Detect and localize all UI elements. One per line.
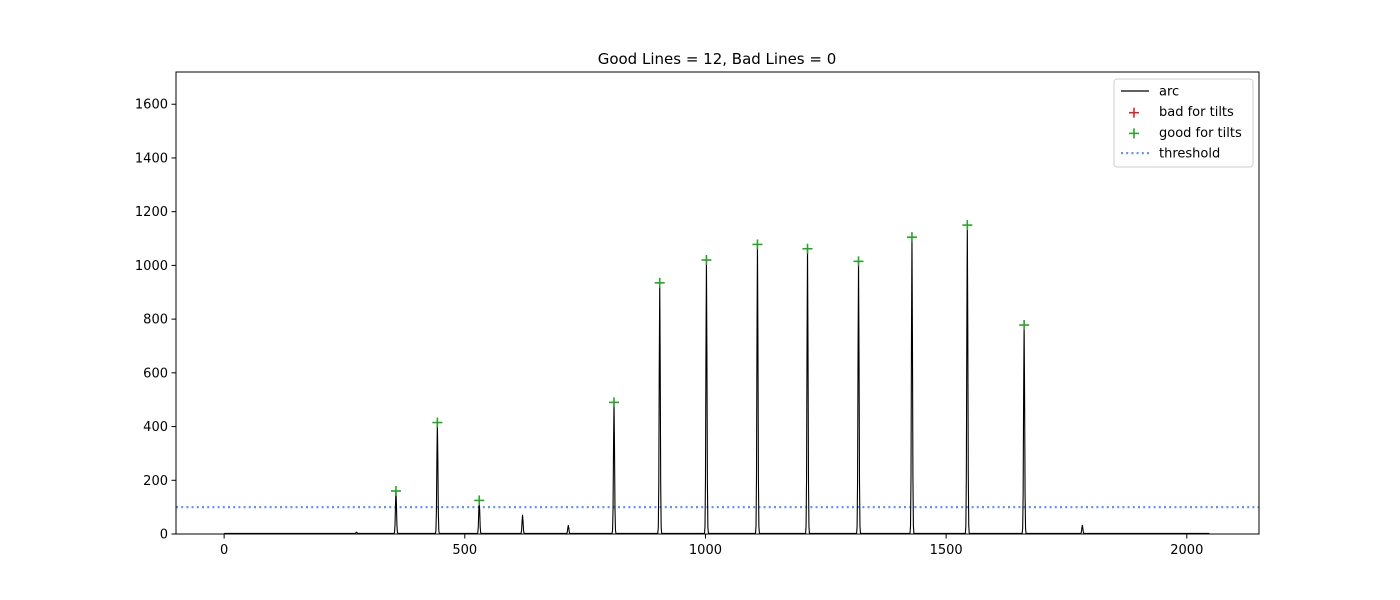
legend-good-for-tilts-icon <box>1129 128 1139 139</box>
axes: 0 500 1000 1500 2000 0 200 400 600 800 1000 1200 140… <box>135 71 1260 558</box>
good-marker-8 <box>853 256 864 267</box>
arc-layer <box>224 224 1210 535</box>
good-marker-9 <box>906 232 917 243</box>
good-marker-2 <box>474 495 485 506</box>
y-tick-label: 0 <box>160 528 168 543</box>
good-marker-7 <box>802 243 813 254</box>
y-tick-label: 1000 <box>135 259 168 274</box>
legend-label: bad for tilts <box>1159 105 1234 120</box>
good-marker-11 <box>1019 320 1030 331</box>
good-marker-4 <box>654 277 665 288</box>
x-tick-label: 1000 <box>689 543 722 558</box>
y-tick-label: 400 <box>143 420 168 435</box>
y-tick-label: 200 <box>143 474 168 489</box>
legend-label: threshold <box>1159 147 1220 162</box>
y-tick-label: 1600 <box>135 98 168 113</box>
y-tick-label: 1400 <box>135 151 168 166</box>
x-tick-label: 0 <box>220 543 228 558</box>
marker-layer <box>390 220 1030 506</box>
legend[interactable]: arc bad for tilts good for tilts threshold <box>1113 78 1254 168</box>
good-marker-3 <box>609 397 620 408</box>
legend-label: arc <box>1159 85 1179 100</box>
legend-label: good for tilts <box>1159 126 1242 141</box>
legend-bad-for-tilts-icon <box>1129 107 1139 118</box>
x-tick-label: 1500 <box>930 543 963 558</box>
good-marker-6 <box>752 239 763 250</box>
legend-box <box>1113 78 1254 168</box>
good-marker-0 <box>390 486 401 497</box>
good-marker-1 <box>432 417 443 428</box>
good-marker-5 <box>701 255 712 266</box>
x-tick-label: 2000 <box>1170 543 1203 558</box>
y-tick-label: 1200 <box>135 205 168 220</box>
y-tick-label: 800 <box>143 313 168 328</box>
plot-area <box>176 220 1259 535</box>
x-tick-label: 500 <box>452 543 477 558</box>
chart-title: Good Lines = 12, Bad Lines = 0 <box>598 50 837 68</box>
plot-frame <box>175 71 1260 535</box>
good-marker-10 <box>962 220 973 231</box>
y-tick-label: 600 <box>143 366 168 381</box>
arc-series-line <box>224 224 1210 535</box>
